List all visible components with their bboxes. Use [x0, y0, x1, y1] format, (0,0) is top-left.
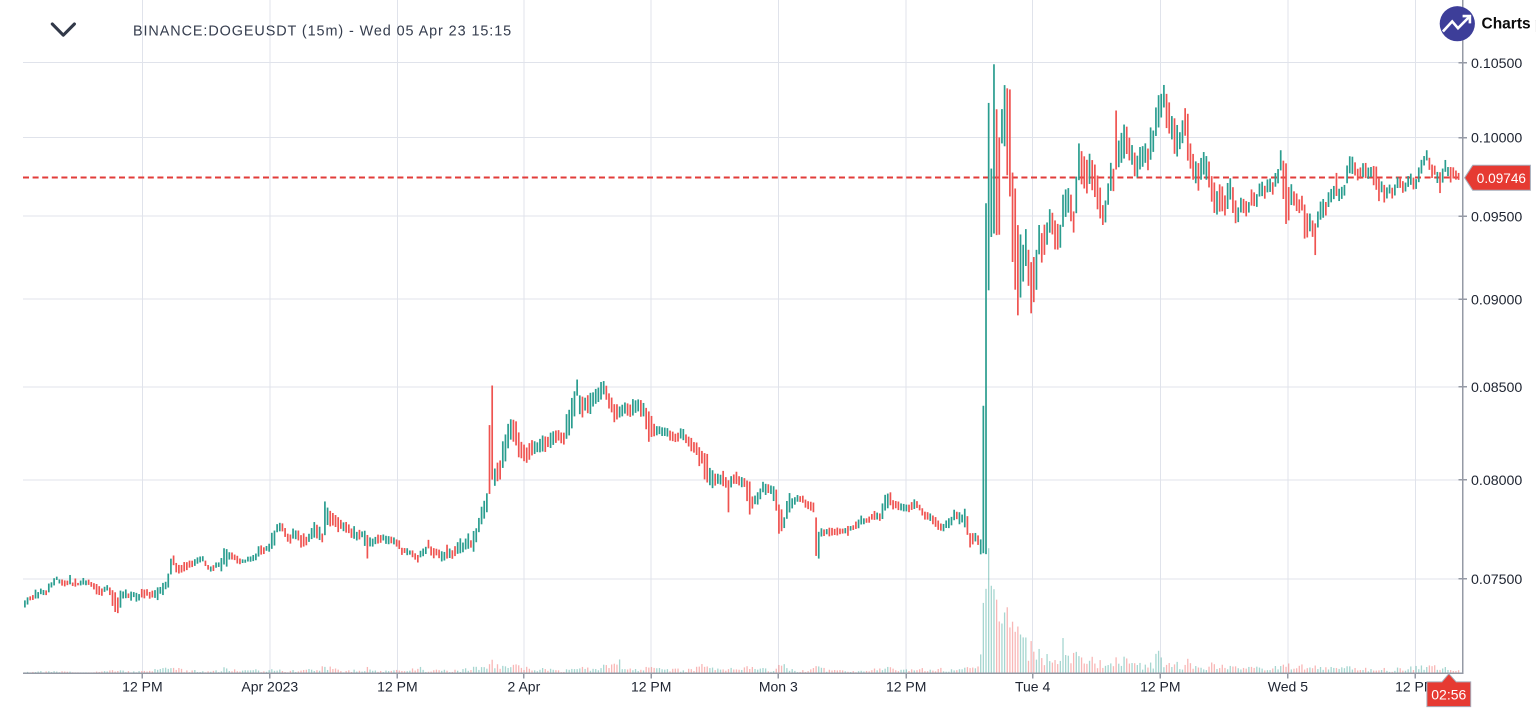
svg-text:12 PM: 12 PM — [886, 678, 926, 694]
svg-text:0.10000: 0.10000 — [1471, 131, 1522, 147]
svg-text:02:56: 02:56 — [1431, 686, 1466, 702]
svg-text:0.10500: 0.10500 — [1471, 56, 1522, 72]
svg-text:0.07500: 0.07500 — [1471, 572, 1522, 588]
svg-text:BINANCE:DOGEUSDT (15m) - Wed 0: BINANCE:DOGEUSDT (15m) - Wed 05 Apr 23 1… — [133, 24, 512, 40]
svg-text:2 Apr: 2 Apr — [508, 678, 541, 694]
svg-text:0.08000: 0.08000 — [1471, 473, 1522, 489]
svg-text:12 PM: 12 PM — [631, 678, 671, 694]
svg-text:Apr 2023: Apr 2023 — [241, 678, 298, 694]
svg-text:Charts po: Charts po — [1482, 16, 1536, 33]
svg-text:0.09746: 0.09746 — [1477, 171, 1526, 186]
svg-text:12 PM: 12 PM — [1395, 678, 1435, 694]
svg-text:Wed 5: Wed 5 — [1268, 678, 1308, 694]
svg-text:0.09000: 0.09000 — [1471, 292, 1522, 308]
svg-text:Mon 3: Mon 3 — [759, 678, 798, 694]
svg-text:12 PM: 12 PM — [122, 678, 162, 694]
svg-text:Tue 4: Tue 4 — [1015, 678, 1050, 694]
svg-text:0.08500: 0.08500 — [1471, 380, 1522, 396]
svg-text:12 PM: 12 PM — [1140, 678, 1180, 694]
svg-text:0.09500: 0.09500 — [1471, 209, 1522, 225]
svg-text:12 PM: 12 PM — [377, 678, 417, 694]
